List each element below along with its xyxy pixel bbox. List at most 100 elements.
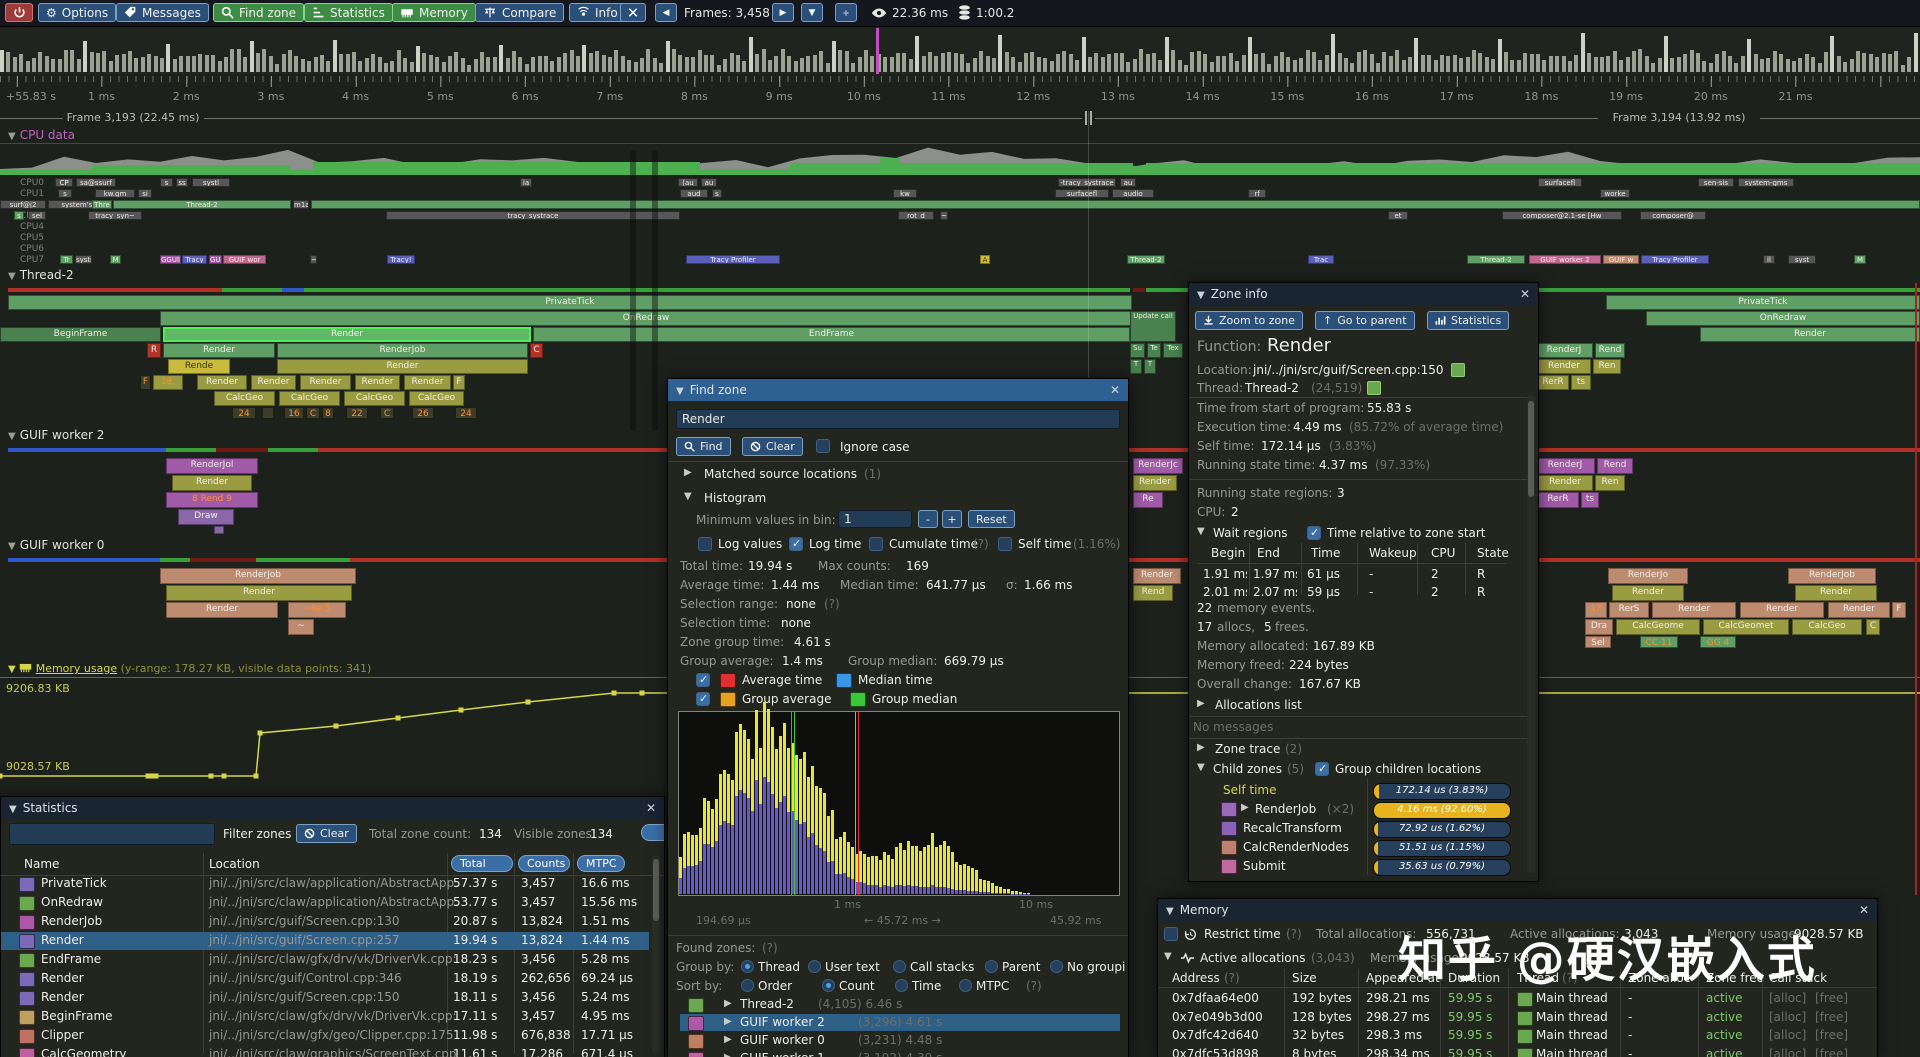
guif-worker0-section-header[interactable]: ▼GUIF worker 0 [8, 538, 104, 552]
zone-total-time[interactable]: 18.23 s [453, 952, 497, 966]
cpu-zone[interactable]: m1a [293, 200, 309, 209]
zone-name[interactable]: RenderJob [41, 914, 102, 928]
zone-info-window-titlebar[interactable]: ▼Zone info ✕ [1189, 283, 1538, 305]
alloc-zone-free[interactable]: active [1706, 1047, 1742, 1057]
zone-mtpc[interactable]: 5.28 ms [581, 952, 629, 966]
min-bin-input[interactable] [838, 510, 912, 528]
zone-total-time[interactable]: 57.37 s [453, 876, 497, 890]
zone-location[interactable]: jni/../jni/src/guif/Screen.cpp:150 [209, 990, 400, 1004]
alloc-thread[interactable]: Main thread [1536, 991, 1608, 1005]
expand-icon[interactable]: ▶ [1241, 802, 1249, 813]
memory-button[interactable]: Memory [392, 3, 476, 22]
cpu-zone[interactable]: surfacefl [1538, 178, 1582, 187]
zone-counts[interactable]: 3,457 [521, 895, 555, 909]
child-zone-time-bar[interactable]: 51.51 us (1.15%) [1373, 840, 1511, 857]
zone-mtpc[interactable]: 4.95 ms [581, 1009, 629, 1023]
cpu-zone[interactable]: M [110, 255, 121, 264]
timeline-zone[interactable]: Dra [1585, 619, 1613, 635]
alloc-zone-free[interactable]: active [1706, 991, 1742, 1005]
timeline-zone[interactable]: CalcGeo [279, 391, 340, 406]
timeline-zone[interactable]: Rend [1597, 458, 1633, 474]
cpu-zone[interactable]: et [1388, 211, 1408, 220]
close-icon[interactable]: ✕ [646, 797, 656, 819]
cpu-zone[interactable]: s [712, 189, 722, 198]
timeline-zone[interactable]: Render [163, 327, 531, 342]
checkbox[interactable] [998, 537, 1012, 551]
zone-location[interactable]: jni/../jni/src/claw/gfx/drv/vk/DriverVk.… [209, 1009, 457, 1023]
cpu-zone[interactable]: ss [176, 178, 188, 187]
cpu-zone[interactable]: tracy_syn~ [88, 211, 142, 220]
timeline-zone[interactable]: Render [1133, 568, 1181, 584]
timeline-zone[interactable]: ts [1581, 492, 1599, 508]
alloc-address[interactable]: 0x7dfaa64e00 [1172, 991, 1259, 1005]
timeline-zone[interactable]: RenderJ [1535, 343, 1593, 358]
alloc-thread[interactable]: Main thread [1536, 1047, 1608, 1057]
zone-counts[interactable]: 262,656 [521, 971, 571, 985]
timeline-zone[interactable]: CalcGeo [1792, 619, 1862, 635]
child-zone-name[interactable]: RecalcTransform [1243, 821, 1342, 835]
alloc-address[interactable]: 0x7e049b3d00 [1172, 1010, 1263, 1024]
close-icon[interactable]: ✕ [1859, 899, 1869, 921]
collapse-icon[interactable]: ▶ [1197, 698, 1205, 709]
cpu-zone[interactable]: s [160, 178, 173, 187]
zone-mtpc[interactable]: 15.56 ms [581, 895, 637, 909]
radio-button[interactable] [822, 979, 835, 992]
radio-button[interactable] [741, 979, 754, 992]
zone-counts[interactable]: 3,457 [521, 1009, 555, 1023]
timeline-zone[interactable]: CalcGeome [1616, 619, 1700, 635]
ignore-case-checkbox[interactable] [816, 439, 830, 453]
checkbox[interactable] [1315, 762, 1329, 776]
timeline-zone[interactable]: BeginFrame [0, 327, 161, 342]
radio-button[interactable] [959, 979, 972, 992]
expand-icon[interactable]: ▶ [724, 1052, 732, 1057]
alloc-thread[interactable]: Main thread [1536, 1028, 1608, 1042]
cpu-zone[interactable]: Tr [60, 255, 73, 264]
timeline-zone[interactable]: C [380, 407, 394, 419]
timeline-zone[interactable]: CalcGeo [409, 391, 464, 406]
found-zone-group[interactable]: GUIF worker 0 [740, 1033, 825, 1047]
child-zone-time-bar[interactable]: 35.63 us (0.79%) [1373, 859, 1511, 876]
cpu-zone[interactable]: Tracy! [387, 255, 415, 264]
prev-frame-button[interactable]: ◀ [655, 3, 677, 22]
zone-total-time[interactable]: 11.98 s [453, 1028, 497, 1042]
cpu-zone[interactable]: M [1854, 255, 1866, 264]
radio-button[interactable] [985, 960, 998, 973]
cpu-zone[interactable]: GUIF wor [223, 255, 266, 264]
cpu-zone[interactable]: kw [893, 189, 917, 198]
alloc-callstack-button[interactable]: [alloc] [1769, 1010, 1806, 1024]
cpu-zone[interactable]: systl [192, 178, 230, 187]
cpu-zone[interactable]: GUIF w [1603, 255, 1639, 264]
alloc-zone-alloc[interactable]: - [1628, 1028, 1632, 1042]
cpu-zone[interactable]: surf@j2 [0, 200, 46, 209]
memory-table-header[interactable]: Size [1292, 971, 1317, 985]
tools-button[interactable] [620, 3, 646, 22]
zone-name[interactable]: Clipper [41, 1028, 84, 1042]
found-zone-group[interactable]: GUIF worker 1 [740, 1051, 825, 1057]
timeline-zone[interactable]: Render [1828, 602, 1890, 618]
next-frame-button[interactable]: ▶ [772, 3, 794, 22]
timeline-zone[interactable]: Ren [1595, 475, 1625, 491]
cpu-zone[interactable]: surfacefl [1055, 189, 1109, 198]
frames-minimap[interactable] [0, 27, 1920, 74]
cpu-zone[interactable]: aud [680, 189, 708, 198]
compare-button[interactable]: Compare [475, 3, 564, 22]
child-zone-name[interactable]: CalcRenderNodes [1243, 840, 1349, 854]
sort-total-time-button[interactable]: Total tim [451, 855, 513, 872]
zone-counts[interactable]: 676,838 [521, 1028, 571, 1042]
scrollbar[interactable] [652, 855, 660, 1053]
expand-icon[interactable]: ▶ [724, 998, 732, 1009]
clipped-button[interactable] [641, 824, 665, 841]
zone-total-time[interactable]: 19.94 s [453, 933, 497, 947]
timeline-zone[interactable]: RerR [1537, 492, 1579, 508]
find-zone-button[interactable]: Find zone [213, 3, 304, 22]
timeline-zone[interactable]: CalcGeomet [1703, 619, 1789, 635]
timeline-zone[interactable]: Render [1740, 602, 1824, 618]
timeline-zone[interactable]: Draw [178, 509, 234, 525]
timeline-zone[interactable]: C [1866, 619, 1880, 635]
timeline-zone[interactable]: 22 [346, 407, 368, 419]
radio-button[interactable] [1050, 960, 1063, 973]
alloc-duration[interactable]: 59.95 s [1448, 1028, 1492, 1042]
cpu-zone[interactable]: composer@2.1-se [Hw [1502, 211, 1622, 220]
filter-zones-input[interactable] [9, 823, 215, 845]
child-zone-name[interactable]: RenderJob [1255, 802, 1316, 816]
